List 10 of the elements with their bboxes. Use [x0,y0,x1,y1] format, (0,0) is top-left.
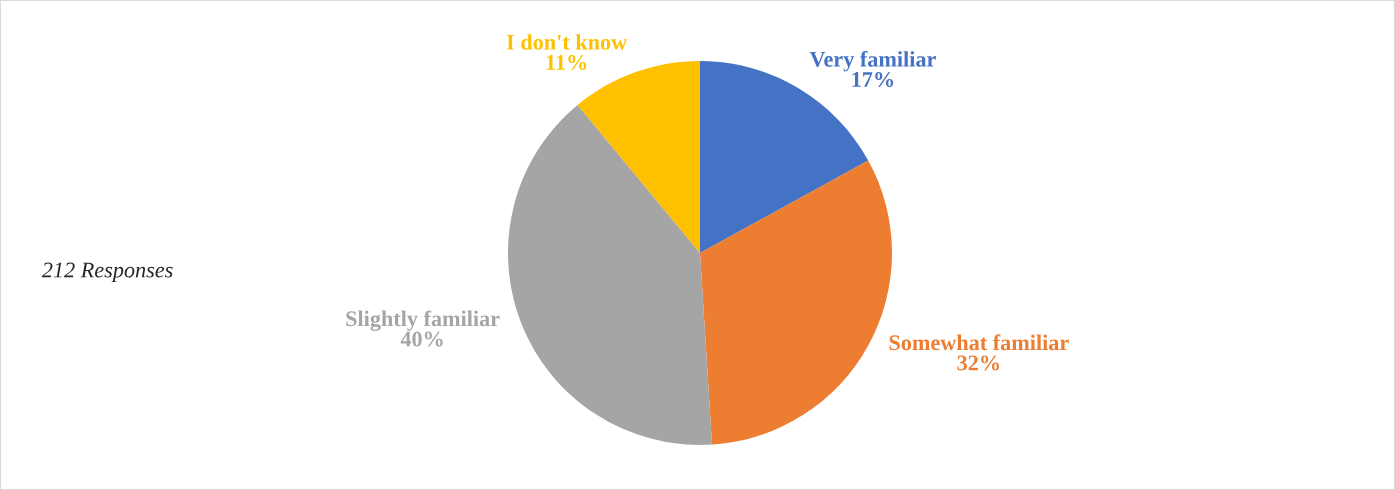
data-label: 32% [957,355,999,371]
pie-slice [508,105,713,445]
slice-label: Somewhat familiar [889,334,1069,351]
data-label: 11% [546,54,587,70]
text: 212 Responses [41,262,173,283]
slice-label: I don't know [506,34,628,50]
slice-label: Very familiar [809,50,936,72]
data-label: 17% [852,72,894,88]
data-label: 40% [400,331,443,347]
slice-label: Slightly familiar [346,310,500,331]
